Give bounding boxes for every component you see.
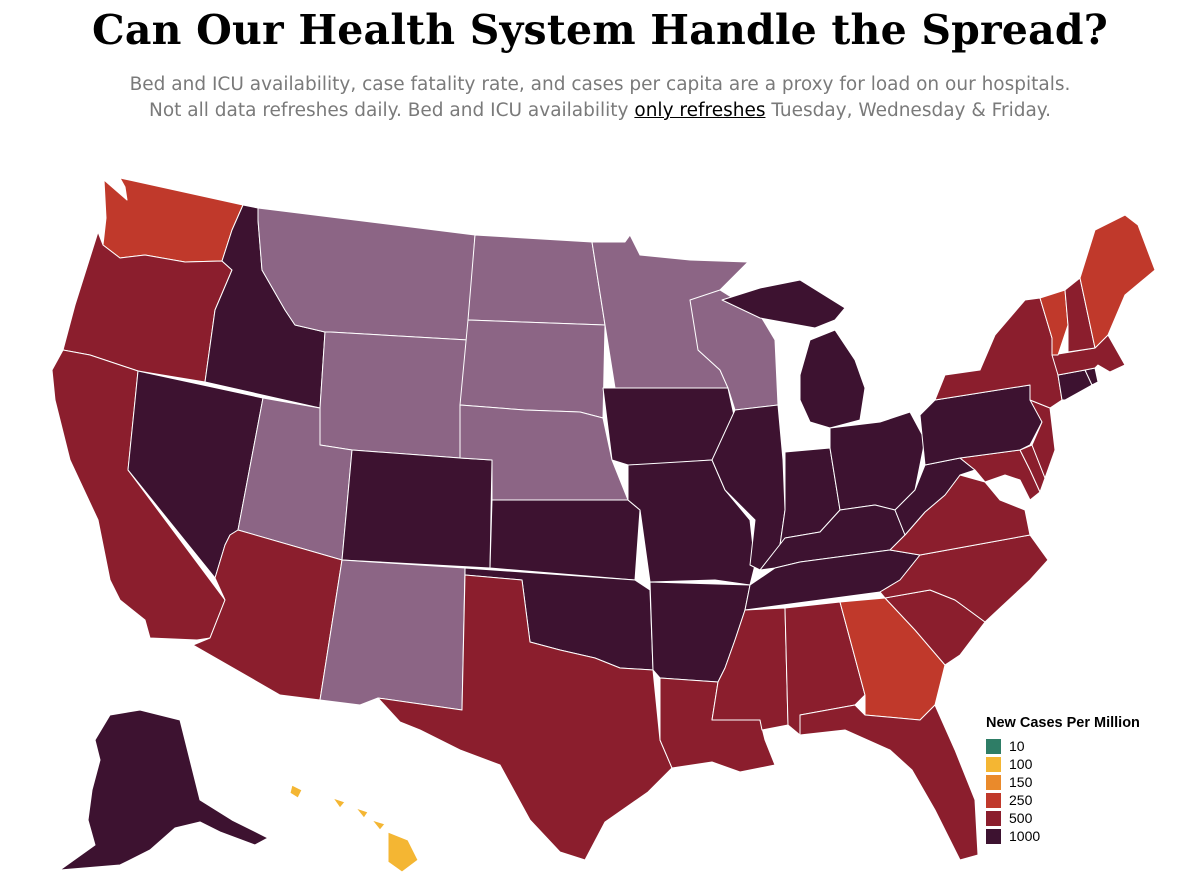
legend-swatch xyxy=(986,756,1001,772)
state-north-carolina[interactable] xyxy=(879,534,1049,623)
state-texas[interactable] xyxy=(377,574,673,861)
us-choropleth-map xyxy=(51,177,1156,873)
subtitle-text-before-link: Not all data refreshes daily. Bed and IC… xyxy=(149,100,635,121)
legend-item: 10 xyxy=(986,737,1191,755)
state-hawaii[interactable] xyxy=(289,784,419,873)
legend-label: 1000 xyxy=(1009,828,1041,844)
state-nebraska[interactable] xyxy=(459,404,629,501)
legend-label: 100 xyxy=(1009,756,1033,772)
page-title: Can Our Health System Handle the Spread? xyxy=(92,6,1108,54)
subtitle-text-after-link: Tuesday, Wednesday & Friday. xyxy=(765,100,1051,121)
subtitle-line-1: Bed and ICU availability, case fatality … xyxy=(129,74,1071,95)
state-south-dakota[interactable] xyxy=(459,319,606,419)
state-west-virginia[interactable] xyxy=(894,457,976,536)
legend-swatch xyxy=(986,810,1001,826)
state-michigan[interactable] xyxy=(721,279,866,429)
legend-item: 250 xyxy=(986,791,1191,809)
legend-item: 1000 xyxy=(986,827,1191,845)
only-refreshes-link[interactable]: only refreshes xyxy=(634,100,766,121)
state-delaware[interactable] xyxy=(1019,444,1046,493)
state-washington[interactable] xyxy=(102,177,244,263)
legend-item: 150 xyxy=(986,773,1191,791)
state-wyoming[interactable] xyxy=(319,331,469,459)
state-alaska[interactable] xyxy=(59,709,269,871)
legend-title: New Cases Per Million xyxy=(986,715,1140,731)
legend-item: 500 xyxy=(986,809,1191,827)
subtitle-line-2: Not all data refreshes daily. Bed and IC… xyxy=(0,98,1200,124)
legend-label: 250 xyxy=(1009,792,1033,808)
map-legend: New Cases Per Million 10 100 150 250 500… xyxy=(986,715,1191,845)
legend-swatch xyxy=(986,774,1001,790)
legend-swatch xyxy=(986,828,1001,844)
legend-label: 500 xyxy=(1009,810,1033,826)
legend-label: 150 xyxy=(1009,774,1033,790)
legend-swatch xyxy=(986,792,1001,808)
state-florida[interactable] xyxy=(799,704,979,861)
state-maine[interactable] xyxy=(1079,214,1156,349)
legend-swatch xyxy=(986,738,1001,754)
state-north-dakota[interactable] xyxy=(467,234,606,326)
state-kansas[interactable] xyxy=(489,499,641,581)
state-colorado[interactable] xyxy=(341,449,493,569)
legend-item: 100 xyxy=(986,755,1191,773)
state-new-hampshire[interactable] xyxy=(1064,277,1096,353)
legend-label: 10 xyxy=(1009,738,1025,754)
state-new-mexico[interactable] xyxy=(319,559,466,711)
page-subtitle: Bed and ICU availability, case fatality … xyxy=(0,72,1200,124)
